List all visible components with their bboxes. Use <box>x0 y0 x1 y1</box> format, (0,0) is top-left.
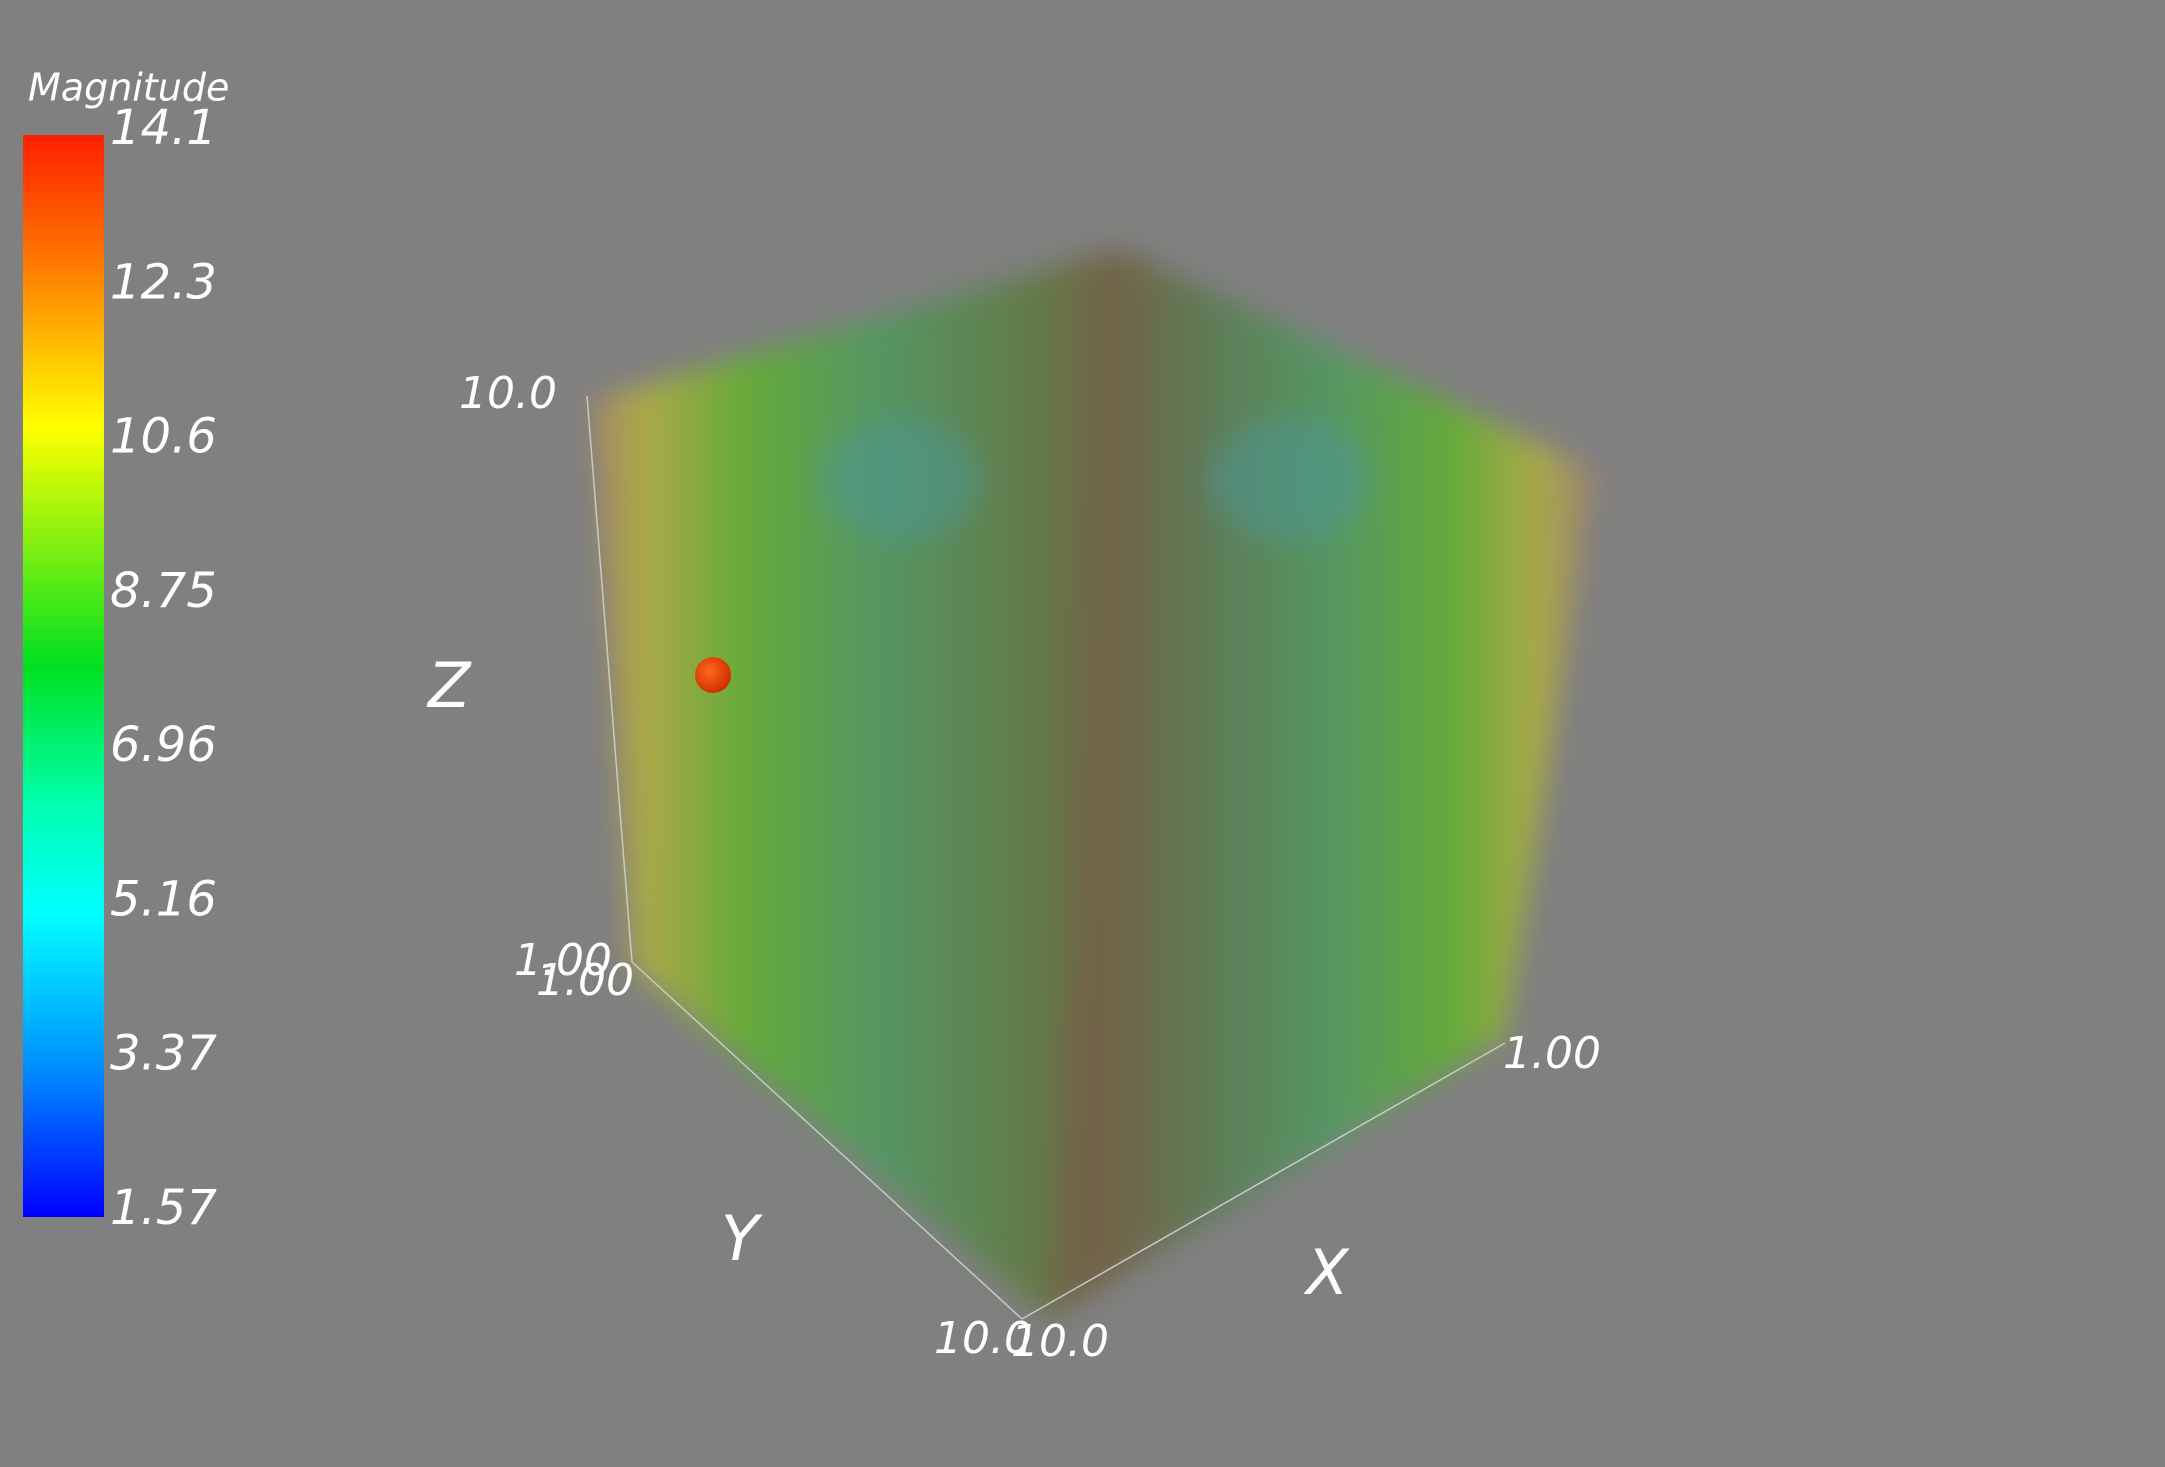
colorbar-label: 12.3 <box>110 254 217 310</box>
x-min-label: 1.00 <box>1503 1028 1601 1079</box>
y-axis <box>631 961 1023 1320</box>
volume-blob <box>820 420 980 540</box>
y-axis-title: Y <box>721 1202 763 1275</box>
colorbar-label: 3.37 <box>110 1026 217 1082</box>
colorbar-label: 8.75 <box>110 563 217 619</box>
z-axis-title: Z <box>426 649 472 722</box>
colorbar-label: 10.6 <box>110 409 217 465</box>
y-max-label: 10.0 <box>934 1313 1032 1364</box>
x-axis-title: X <box>1303 1236 1350 1309</box>
volume-right-face <box>1050 249 1595 1319</box>
z-min-label: 1.00 <box>514 935 612 986</box>
volume-left-face <box>594 249 1119 1319</box>
colorbar-label: 1.57 <box>110 1180 217 1236</box>
point-marker <box>695 657 731 693</box>
colorbar-label: 14.1 <box>110 100 217 156</box>
x-max-label: 10.0 <box>1011 1316 1109 1367</box>
colorbar <box>23 135 104 1217</box>
y-min-label: 1.00 <box>536 955 634 1006</box>
x-axis <box>1021 1042 1506 1320</box>
z-max-label: 10.0 <box>459 368 557 419</box>
volume-blob <box>1210 420 1370 540</box>
colorbar-label: 5.16 <box>110 871 217 927</box>
colorbar-label: 6.96 <box>110 717 217 773</box>
z-axis <box>586 395 633 963</box>
colorbar-title: Magnitude <box>28 66 229 110</box>
colorbar-labels: 14.1 12.3 10.6 8.75 6.96 5.16 3.37 1.57 <box>110 100 217 1236</box>
axes-lines <box>586 395 1506 1320</box>
volume <box>594 249 1595 1319</box>
